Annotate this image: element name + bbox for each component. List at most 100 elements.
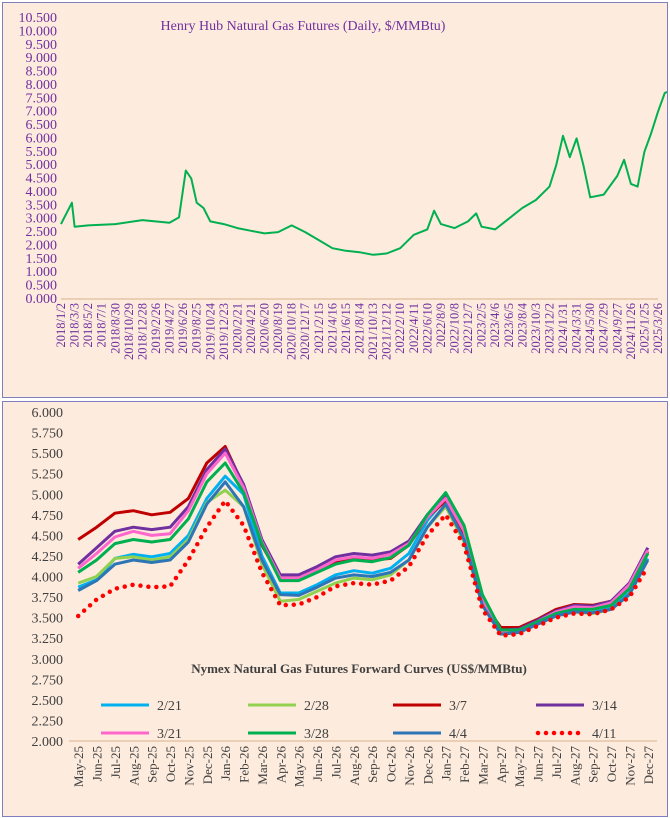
- x-tick-label: 2019/8/25: [190, 303, 204, 354]
- y-tick-label: 5.500: [26, 145, 58, 160]
- x-tick-label: 2023/10/3: [529, 303, 543, 354]
- x-tick-label: 2025/3/26: [651, 303, 665, 354]
- legend-label: 2/28: [304, 699, 329, 714]
- x-tick-label: 2023/6/5: [502, 303, 516, 347]
- y-tick-label: 5.750: [32, 427, 64, 442]
- x-tick-label: 2024/1/31: [556, 303, 570, 354]
- series-line: [77, 445, 650, 629]
- x-tick-label: 2019/4/27: [163, 303, 177, 354]
- series-line: [77, 461, 650, 632]
- y-tick-label: 0.000: [26, 292, 58, 307]
- x-tick-label: Jul-26: [328, 746, 343, 779]
- y-tick-label: 2.000: [26, 238, 58, 253]
- x-tick-label: Oct-26: [384, 746, 399, 783]
- x-tick-label: 2025/1/25: [637, 303, 651, 354]
- legend-label: 4/4: [449, 727, 467, 742]
- x-tick-label: Aug-27: [567, 746, 582, 786]
- x-tick-label: 2020/12/17: [298, 303, 312, 360]
- x-tick-label: Oct-25: [163, 746, 178, 782]
- henry-hub-chart: 0.0000.5001.0001.5002.0002.5003.0003.500…: [19, 11, 667, 360]
- legend-label: 3/14: [592, 699, 617, 714]
- x-tick-label: Apr-26: [273, 746, 288, 784]
- x-tick-label: Dec-25: [200, 746, 215, 784]
- series-line: [77, 451, 650, 634]
- x-tick-label: 2018/3/3: [68, 303, 82, 347]
- x-tick-label: 2018/12/28: [135, 303, 149, 360]
- x-tick-label: 2023/12/2: [542, 303, 556, 354]
- y-tick-label: 7.000: [26, 105, 58, 120]
- x-tick-label: Nov-25: [181, 746, 196, 786]
- y-tick-label: 9.500: [26, 38, 58, 53]
- y-tick-label: 2.250: [32, 714, 64, 729]
- chart-title: Henry Hub Natural Gas Futures (Daily, $/…: [161, 19, 446, 34]
- y-tick-label: 4.500: [32, 529, 64, 544]
- x-tick-label: Oct-27: [604, 746, 619, 783]
- y-tick-label: 5.500: [32, 447, 64, 462]
- y-tick-label: 3.250: [32, 632, 64, 647]
- x-tick-label: 2022/4/11: [407, 303, 421, 353]
- x-tick-label: 2018/5/2: [81, 303, 95, 347]
- y-tick-label: 5.000: [26, 158, 58, 173]
- y-tick-label: 9.000: [26, 51, 58, 66]
- x-tick-label: 2021/2/15: [312, 303, 326, 354]
- x-tick-label: 2023/4/6: [488, 303, 502, 347]
- y-tick-label: 4.750: [32, 509, 64, 524]
- x-tick-label: 2022/6/10: [420, 303, 434, 354]
- y-tick-label: 6.000: [26, 131, 58, 146]
- y-tick-label: 6.000: [32, 406, 64, 421]
- y-tick-label: 4.500: [26, 172, 58, 187]
- x-tick-label: Sep-27: [586, 746, 601, 783]
- forward-curves-chart: 2.000 2.250 2.500 2.750 3.000 3.250 3.500 3.750…: [32, 406, 657, 788]
- x-tick-label: 2024/3/31: [570, 303, 584, 354]
- x-tick-label: 2019/2/26: [149, 303, 163, 354]
- x-tick-label: Jan-27: [439, 746, 454, 781]
- y-tick-label: 5.000: [32, 488, 64, 503]
- y-tick-label: 2.000: [32, 735, 64, 750]
- y-tick-label: 8.000: [26, 78, 58, 93]
- y-tick-label: 7.500: [26, 91, 58, 106]
- x-tick-label: 2023/2/5: [475, 303, 489, 347]
- x-tick-label: Aug-25: [126, 746, 141, 786]
- x-tick-label: 2021/12/12: [380, 303, 394, 360]
- chart-title: Nymex Natural Gas Futures Forward Curves…: [191, 661, 527, 676]
- x-tick-label: Nov-27: [622, 746, 637, 786]
- x-tick-label: 2018/7/1: [95, 303, 109, 347]
- x-tick-label: Sep-26: [365, 746, 380, 783]
- x-tick-label: Nov-26: [402, 746, 417, 786]
- y-tick-label: 4.250: [32, 550, 64, 565]
- x-tick-label: May-25: [71, 746, 86, 787]
- x-tick-label: Jun-25: [90, 746, 105, 781]
- x-tick-label: May-26: [292, 746, 307, 788]
- series-line: [60, 90, 667, 256]
- series-line: [77, 480, 650, 636]
- y-tick-label: 3.000: [26, 212, 58, 227]
- x-tick-label: 2020/4/21: [244, 303, 258, 354]
- x-tick-label: 2024/7/29: [597, 303, 611, 354]
- x-tick-label: Jan-26: [218, 746, 233, 781]
- x-tick-label: 2022/2/10: [393, 303, 407, 354]
- legend-label: 3/28: [304, 727, 329, 742]
- x-tick-label: Sep-25: [145, 746, 160, 783]
- x-tick-label: 2018/8/30: [108, 303, 122, 354]
- x-tick-label: Apr-27: [494, 746, 509, 784]
- x-tick-label: 2022/8/9: [434, 303, 448, 347]
- x-tick-label: Jul-25: [108, 746, 123, 779]
- x-tick-label: Jun-26: [310, 746, 325, 782]
- y-tick-label: 3.500: [26, 198, 58, 213]
- y-tick-label: 10.000: [19, 24, 58, 39]
- x-tick-label: 2020/6/20: [258, 303, 272, 354]
- legend-label: 2/21: [157, 699, 182, 714]
- y-tick-label: 3.750: [32, 591, 64, 606]
- y-tick-label: 6.500: [26, 118, 58, 133]
- x-tick-label: 2023/8/4: [515, 302, 529, 347]
- x-tick-label: 2019/10/24: [203, 302, 217, 360]
- y-tick-label: 0.500: [26, 279, 58, 294]
- y-tick-label: 1.000: [26, 265, 58, 280]
- x-tick-label: 2024/5/30: [583, 303, 597, 354]
- x-tick-label: Feb-27: [457, 746, 472, 783]
- x-tick-label: Jun-27: [531, 746, 546, 782]
- x-tick-label: 2021/10/13: [366, 303, 380, 360]
- x-tick-label: Feb-26: [237, 746, 252, 783]
- x-tick-label: May-27: [512, 746, 527, 788]
- y-tick-label: 1.500: [26, 252, 58, 267]
